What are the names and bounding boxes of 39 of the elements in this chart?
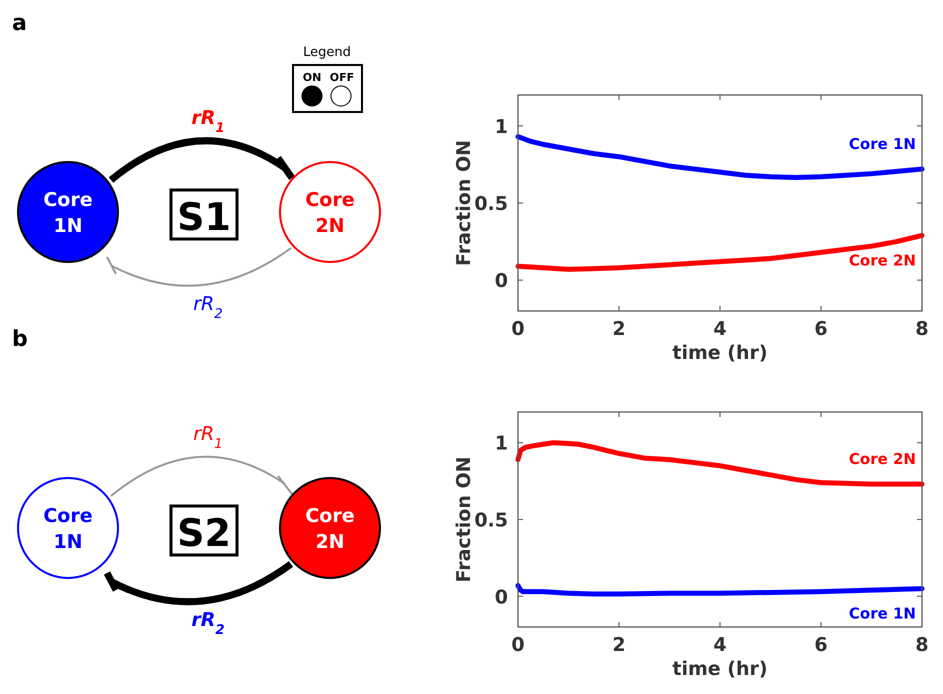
text: rR$_{1}$ xyxy=(191,107,225,136)
x-tick-label: 4 xyxy=(713,634,727,656)
series-label: Core 1N xyxy=(848,604,916,623)
text: ON xyxy=(302,71,322,84)
text: Core 1N xyxy=(43,189,93,237)
text: Core 1N xyxy=(43,505,93,553)
text: Legend xyxy=(303,45,351,60)
y-tick-label: 0.5 xyxy=(474,193,508,215)
text: rR$_{1}$ xyxy=(193,423,223,452)
text: Core 2N xyxy=(305,189,355,237)
text: rR$_{2}$ xyxy=(193,293,223,322)
text: a xyxy=(12,11,27,36)
x-tick-label: 6 xyxy=(814,634,828,656)
text: Core 2N xyxy=(305,505,355,553)
x-tick-label: 8 xyxy=(915,318,929,340)
y-axis-title: Fraction ON xyxy=(453,140,475,266)
x-tick-label: 4 xyxy=(713,318,727,340)
x-tick-label: 2 xyxy=(612,634,626,656)
y-tick-label: 1 xyxy=(494,432,508,455)
text: S1 xyxy=(177,195,231,239)
y-tick-label: 0.5 xyxy=(474,510,508,532)
text: OFF xyxy=(330,71,354,84)
series-label: Core 2N xyxy=(848,251,916,270)
y-tick-label: 1 xyxy=(494,116,508,138)
text: b xyxy=(12,327,28,352)
y-tick-label: 0 xyxy=(494,586,508,608)
y-tick-label: 0 xyxy=(494,270,508,292)
text: rR$_{2}$ xyxy=(191,609,225,638)
x-tick-label: 6 xyxy=(814,318,828,340)
x-tick-label: 0 xyxy=(511,318,525,340)
x-axis-title: time (hr) xyxy=(672,658,768,680)
x-tick-label: 0 xyxy=(511,634,525,656)
series-label: Core 2N xyxy=(848,450,916,468)
x-tick-label: 8 xyxy=(915,634,929,656)
y-axis-title: Fraction ON xyxy=(453,456,475,583)
x-axis-title: time (hr) xyxy=(672,342,768,364)
series-label: Core 1N xyxy=(848,135,916,154)
x-tick-label: 2 xyxy=(612,318,626,340)
text: S2 xyxy=(177,511,231,555)
